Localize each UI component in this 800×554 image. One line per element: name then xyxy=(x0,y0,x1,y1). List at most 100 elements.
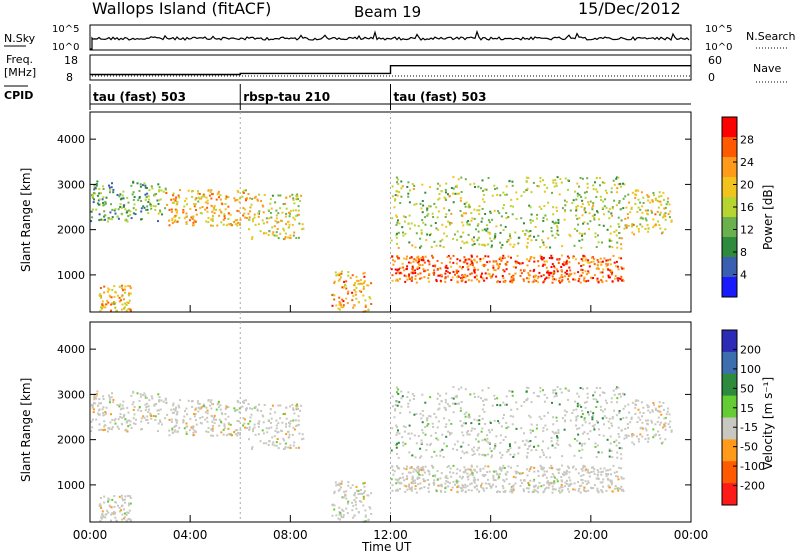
power-cell xyxy=(473,270,476,273)
power-cell xyxy=(663,207,666,210)
velocity-cell xyxy=(667,407,670,410)
velocity-cell xyxy=(581,387,584,390)
velocity-cell xyxy=(490,456,493,459)
power-cell xyxy=(411,183,414,186)
date-label: 15/Dec/2012 xyxy=(578,0,681,18)
velocity-cell xyxy=(109,421,112,424)
power-cell xyxy=(93,184,96,187)
power-cell xyxy=(474,186,476,188)
velocity-cell xyxy=(561,455,564,458)
velocity-cell xyxy=(532,391,535,394)
power-cell xyxy=(652,226,655,229)
power-cell xyxy=(459,259,462,262)
power-cell xyxy=(491,244,493,247)
power-cell xyxy=(525,245,528,248)
velocity-cell xyxy=(336,483,339,486)
velocity-cell xyxy=(132,417,135,420)
velocity-cell xyxy=(471,472,474,475)
velocity-cell xyxy=(210,414,213,417)
power-cell xyxy=(466,223,469,226)
power-cell xyxy=(193,203,196,205)
power-cell xyxy=(617,176,620,179)
velocity-cell xyxy=(514,482,517,485)
velocity-cell xyxy=(481,439,484,442)
power-cell xyxy=(530,239,533,242)
velocity-cell xyxy=(354,492,357,494)
power-cell xyxy=(555,182,558,185)
power-cell xyxy=(150,207,153,210)
power-cell xyxy=(519,275,522,277)
velocity-cell xyxy=(412,398,415,400)
power-cell xyxy=(527,277,530,280)
power-cell xyxy=(396,190,399,193)
power-cell xyxy=(462,224,465,227)
power-cell xyxy=(613,183,616,186)
power-cell xyxy=(130,184,133,187)
power-cell xyxy=(569,235,572,238)
power-cell xyxy=(349,276,352,279)
colorbar-tick-label: 15 xyxy=(740,402,754,415)
velocity-cell xyxy=(459,420,462,422)
velocity-cell xyxy=(592,398,595,401)
nsearch-label: N.Search xyxy=(746,30,796,43)
velocity-cell xyxy=(153,404,156,407)
power-cell xyxy=(227,223,230,226)
velocity-cell xyxy=(405,485,408,488)
velocity-cell xyxy=(426,479,429,481)
power-cell xyxy=(455,269,458,272)
power-cell xyxy=(113,303,116,306)
velocity-cell xyxy=(437,438,440,441)
velocity-cell xyxy=(526,468,528,471)
power-cell xyxy=(578,277,581,280)
power-cell xyxy=(267,234,270,236)
velocity-cell xyxy=(268,440,271,443)
velocity-cell xyxy=(471,474,474,477)
power-cell xyxy=(176,220,179,223)
power-cell xyxy=(580,205,583,208)
velocity-cell xyxy=(564,473,567,476)
velocity-cell xyxy=(425,449,428,452)
colorbar-frame xyxy=(721,329,738,506)
velocity-cell xyxy=(129,497,132,499)
power-cell xyxy=(103,203,106,206)
velocity-cell xyxy=(193,429,196,432)
velocity-cell xyxy=(411,393,414,396)
velocity-cell xyxy=(447,465,450,467)
power-cell xyxy=(198,197,201,200)
power-cell xyxy=(132,181,135,184)
velocity-cell xyxy=(295,404,298,407)
power-cell xyxy=(644,227,647,230)
velocity-cell xyxy=(542,389,544,392)
power-cell xyxy=(576,192,579,195)
power-cell xyxy=(99,309,102,312)
velocity-cell xyxy=(630,418,633,420)
power-cell xyxy=(480,187,482,190)
velocity-cell xyxy=(576,439,579,442)
velocity-cell xyxy=(548,481,550,484)
power-cell xyxy=(481,272,483,275)
velocity-cell xyxy=(505,422,508,424)
power-cell xyxy=(656,199,659,202)
power-cell xyxy=(171,219,174,222)
power-cell xyxy=(599,257,602,260)
velocity-cell xyxy=(506,450,509,453)
velocity-cell xyxy=(552,389,555,392)
power-cell xyxy=(422,221,425,224)
power-cell xyxy=(516,254,519,257)
power-cell xyxy=(300,194,303,197)
velocity-cell xyxy=(533,445,535,448)
power-cell xyxy=(245,189,247,192)
power-colorbar-label: Power [dB] xyxy=(761,185,775,250)
colorbar-swatch xyxy=(722,330,737,353)
power-cell xyxy=(427,259,430,262)
velocity-cell xyxy=(261,414,264,417)
velocity-cell xyxy=(437,408,440,411)
power-cell xyxy=(644,209,647,212)
velocity-cell xyxy=(488,470,491,473)
power-cell xyxy=(485,277,488,280)
velocity-cell xyxy=(112,512,115,515)
power-cell xyxy=(515,217,518,220)
velocity-cell xyxy=(528,414,531,417)
power-cell xyxy=(109,191,111,194)
velocity-cell xyxy=(160,399,163,402)
